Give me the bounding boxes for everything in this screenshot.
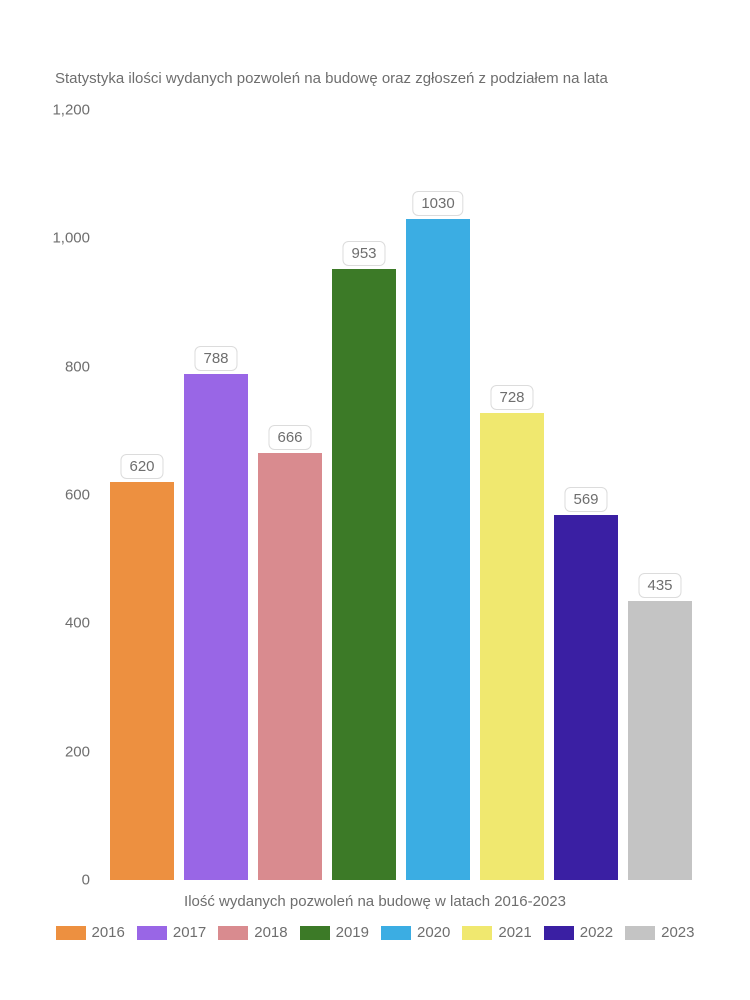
y-tick-label: 1,000 [0,230,90,247]
legend-label: 2017 [173,924,206,941]
legend-swatch [218,926,248,940]
legend-swatch [462,926,492,940]
legend-label: 2022 [580,924,613,941]
legend-item-2022: 2022 [544,920,613,946]
chart-title: Statystyka ilości wydanych pozwoleń na b… [55,70,608,87]
legend-item-2020: 2020 [381,920,450,946]
bar-value-label: 1030 [412,191,463,216]
x-axis-title: Ilość wydanych pozwoleń na budowę w lata… [184,893,566,910]
bar-value-label: 666 [268,425,311,450]
bar-value-label: 728 [490,385,533,410]
bar-value-label: 788 [194,346,237,371]
y-tick-label: 800 [0,358,90,375]
y-tick-label: 1,200 [0,102,90,119]
legend-label: 2018 [254,924,287,941]
y-tick-label: 600 [0,487,90,504]
legend-swatch [625,926,655,940]
legend-label: 2019 [336,924,369,941]
bar-value-label: 953 [342,241,385,266]
bar-2017: 788 [184,374,248,880]
y-tick-label: 200 [0,743,90,760]
plot-area: 6207886669531030728569435 [100,110,700,880]
legend-swatch [300,926,330,940]
legend: 2016 2017 2018 2019 2020 2021 2022 2023 [0,920,750,946]
bar-2016: 620 [110,482,174,880]
bar-value-label: 569 [564,487,607,512]
legend-swatch [544,926,574,940]
legend-label: 2020 [417,924,450,941]
bar-2022: 569 [554,515,618,880]
legend-item-2017: 2017 [137,920,206,946]
legend-label: 2021 [498,924,531,941]
bar-2018: 666 [258,453,322,880]
legend-item-2018: 2018 [218,920,287,946]
legend-label: 2016 [92,924,125,941]
bar-2021: 728 [480,413,544,880]
y-tick-label: 400 [0,615,90,632]
bar-2020: 1030 [406,219,470,880]
legend-item-2019: 2019 [300,920,369,946]
bar-2019: 953 [332,269,396,881]
bar-value-label: 620 [120,454,163,479]
bar-value-label: 435 [638,573,681,598]
legend-item-2016: 2016 [56,920,125,946]
y-tick-label: 0 [0,872,90,889]
legend-swatch [137,926,167,940]
legend-item-2023: 2023 [625,920,694,946]
legend-swatch [56,926,86,940]
bar-2023: 435 [628,601,692,880]
legend-swatch [381,926,411,940]
legend-label: 2023 [661,924,694,941]
legend-item-2021: 2021 [462,920,531,946]
